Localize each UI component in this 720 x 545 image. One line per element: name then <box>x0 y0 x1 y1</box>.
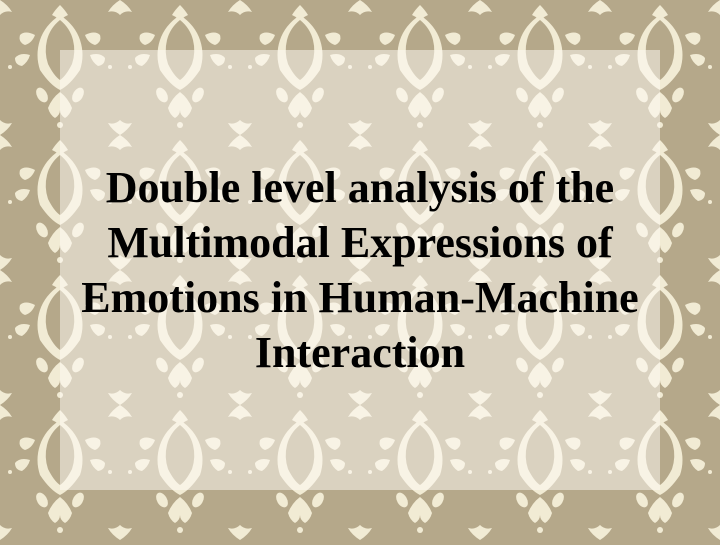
slide-title: Double level analysis of the Multimodal … <box>80 160 640 380</box>
content-overlay-box: Double level analysis of the Multimodal … <box>60 50 660 490</box>
